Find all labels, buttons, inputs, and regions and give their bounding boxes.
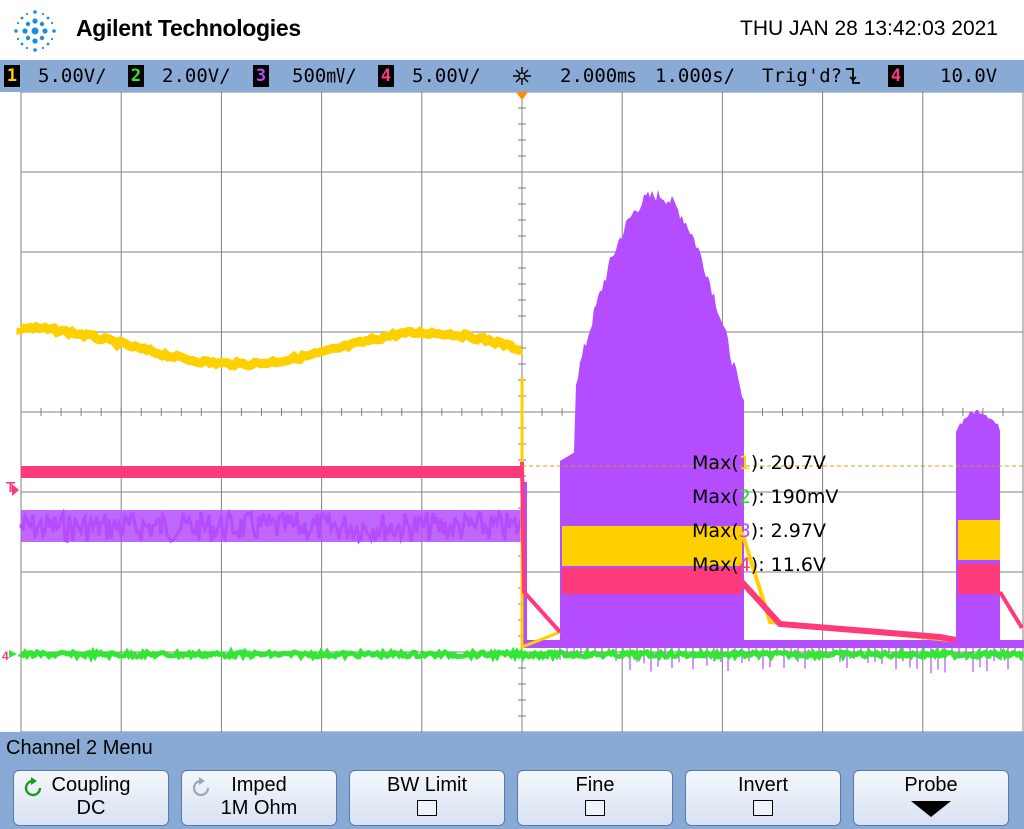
channel-2-trace <box>18 646 1024 663</box>
channel-1-scale[interactable]: 5.00V/ <box>38 65 107 87</box>
softkey-menu-bar: Channel 2 Menu Coupling DC Imped 1M Ohm … <box>0 732 1024 829</box>
channel-markers: T4 <box>2 92 528 663</box>
bw-limit-label: BW Limit <box>387 774 467 796</box>
coupling-value: DC <box>76 797 106 819</box>
timebase-delay[interactable]: 2.000㎳ <box>560 65 637 87</box>
channel-1-trace-pre <box>16 321 523 371</box>
channel-1-decay <box>740 531 951 642</box>
probe-softkey[interactable]: Probe <box>853 770 1009 826</box>
fine-checkbox[interactable] <box>585 800 605 816</box>
waveform-traces <box>16 189 1024 674</box>
channel-4-trace-pre <box>21 466 522 478</box>
trigger-level-arrow-icon <box>12 484 19 496</box>
ground-marker: 4 <box>2 649 9 663</box>
trigger-state: Trig'd? <box>762 65 843 87</box>
rotate-knob-icon <box>192 777 210 797</box>
channel-2-indicator[interactable]: 2 <box>128 65 144 87</box>
channel-4-edge <box>520 461 562 634</box>
channel-1-edge <box>520 377 561 650</box>
fine-softkey[interactable]: Fine <box>517 770 673 826</box>
impedance-softkey[interactable]: Imped 1M Ohm <box>181 770 337 826</box>
channel-3-band-pre <box>21 510 522 542</box>
waveform-graticule: T4 <box>2 92 1024 732</box>
bw-limit-softkey[interactable]: BW Limit <box>349 770 505 826</box>
down-arrow-icon <box>911 801 951 817</box>
trigger-position-marker-icon <box>516 92 528 100</box>
trigger-level[interactable]: 10.0V <box>940 65 998 87</box>
channel-2-scale[interactable]: 2.00V/ <box>162 65 231 87</box>
menu-title: Channel 2 Menu <box>6 737 153 759</box>
graticule-grid <box>20 92 1024 732</box>
invert-label: Invert <box>737 774 789 796</box>
title-bar: Agilent Technologies THU JAN 28 13:42:03… <box>0 0 1024 60</box>
channel-4-band-2 <box>958 564 1000 594</box>
bw-limit-checkbox[interactable] <box>417 800 437 816</box>
timebase-scale[interactable]: 1.000s/ <box>655 65 736 87</box>
status-bar: 1 5.00V/ 2 2.00V/ 3 500㎷/ 4 5.00V/ 2.000… <box>0 60 1024 92</box>
measurement-max-4: Max(4): 11.6V <box>692 554 826 576</box>
ground-arrow-icon <box>9 650 17 658</box>
trigger-level-marker: T <box>6 479 15 496</box>
channel-3-indicator[interactable]: 3 <box>253 65 269 87</box>
channel-4-decay <box>739 579 957 643</box>
coupling-softkey[interactable]: Coupling DC <box>13 770 169 826</box>
coupling-label: Coupling <box>51 774 131 796</box>
brand-name: Agilent Technologies <box>76 15 301 41</box>
timebase-icon <box>513 67 531 85</box>
trigger-source-indicator[interactable]: 4 <box>888 65 904 87</box>
fine-label: Fine <box>575 774 615 796</box>
impedance-label: Imped <box>231 774 287 796</box>
invert-softkey[interactable]: Invert <box>685 770 841 826</box>
channel-4-band <box>562 568 742 594</box>
channel-3-scale[interactable]: 500㎷/ <box>292 65 357 87</box>
impedance-value: 1M Ohm <box>220 797 298 819</box>
probe-label: Probe <box>904 774 958 796</box>
channel-1-band <box>562 526 742 566</box>
measurement-max-2: Max(2): 190mV <box>692 486 839 508</box>
channel-4-indicator[interactable]: 4 <box>378 65 394 87</box>
agilent-spark-logo-icon <box>14 10 56 52</box>
channel-3-band-post <box>522 640 1024 648</box>
falling-edge-icon <box>846 68 860 84</box>
channel-4-scale[interactable]: 5.00V/ <box>412 65 481 87</box>
measurement-max-3: Max(3): 2.97V <box>692 520 826 542</box>
measurement-max-1: Max(1): 20.7V <box>692 452 826 474</box>
channel-1-band-2 <box>958 520 1000 560</box>
invert-checkbox[interactable] <box>753 800 773 816</box>
rotate-knob-icon <box>24 777 42 797</box>
channel-4-tail <box>998 590 1024 630</box>
channel-1-indicator[interactable]: 1 <box>4 65 20 87</box>
date-time: THU JAN 28 13:42:03 2021 <box>740 17 998 40</box>
